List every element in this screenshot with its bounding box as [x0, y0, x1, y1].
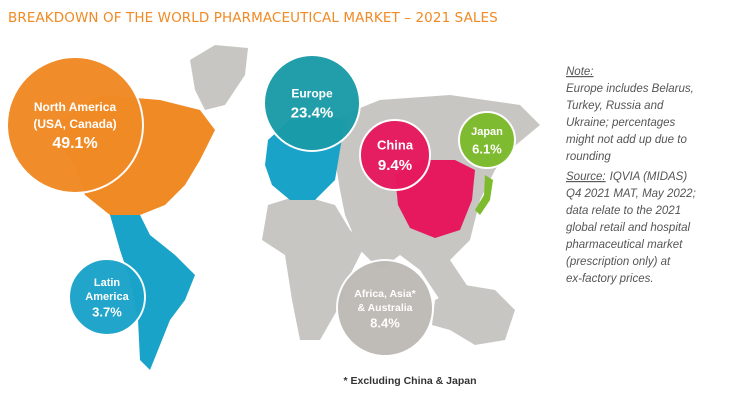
- source-line: global retail and hospital: [566, 222, 690, 234]
- note-line: rounding: [566, 151, 611, 163]
- region-label: China: [377, 137, 414, 152]
- region-value: 49.1%: [52, 135, 97, 152]
- region-label: Europe: [291, 87, 333, 101]
- region-value: 3.7%: [92, 304, 122, 319]
- note-line: might not add up due to: [566, 134, 687, 146]
- note-line: Turkey, Russia and: [566, 100, 664, 112]
- region-bubble: [359, 119, 431, 191]
- source-line: ex-factory prices.: [566, 273, 654, 285]
- region-label: Latin: [94, 277, 121, 289]
- region-label: Africa, Asia*: [354, 288, 416, 300]
- region-label: & Australia: [357, 302, 412, 314]
- note-line: Ukraine; percentages: [566, 117, 676, 129]
- source-line: Q4 2021 MAT, May 2022;: [566, 188, 696, 200]
- region-label: North America: [34, 100, 117, 114]
- source-heading: Source:: [566, 171, 606, 183]
- source-line: IQVIA (MIDAS): [610, 171, 688, 183]
- region-value: 8.4%: [370, 315, 400, 330]
- greenland: [190, 45, 248, 110]
- region-value: 6.1%: [472, 141, 502, 156]
- region-bubble: [263, 54, 361, 152]
- source-line: (prescription only) at: [566, 256, 671, 268]
- region-label: Japan: [471, 126, 503, 138]
- region-bubble: [458, 111, 516, 169]
- region-value: 23.4%: [291, 104, 334, 121]
- region-label: America: [85, 291, 129, 303]
- latin-america: [110, 215, 195, 370]
- title: BREAKDOWN OF THE WORLD PHARMACEUTICAL MA…: [8, 10, 498, 26]
- region-bubble: [6, 56, 144, 194]
- footnote: * Excluding China & Japan: [343, 375, 476, 387]
- source-line: pharmaceutical market: [565, 239, 683, 251]
- region-bubble: [336, 259, 434, 357]
- region-value: 9.4%: [378, 157, 412, 174]
- notes: Note: Europe includes Belarus, Turkey, Rus…: [565, 66, 696, 285]
- note-heading: Note:: [566, 66, 594, 78]
- japan: [475, 175, 493, 215]
- region-label: (USA, Canada): [33, 117, 116, 131]
- region-bubble: [68, 258, 146, 336]
- source-line: data relate to the 2021: [566, 205, 681, 217]
- note-line: Europe includes Belarus,: [566, 83, 694, 95]
- bubbles: North America (USA, Canada) 49.1% Europe 23.…: [6, 54, 516, 357]
- australia: [432, 285, 515, 345]
